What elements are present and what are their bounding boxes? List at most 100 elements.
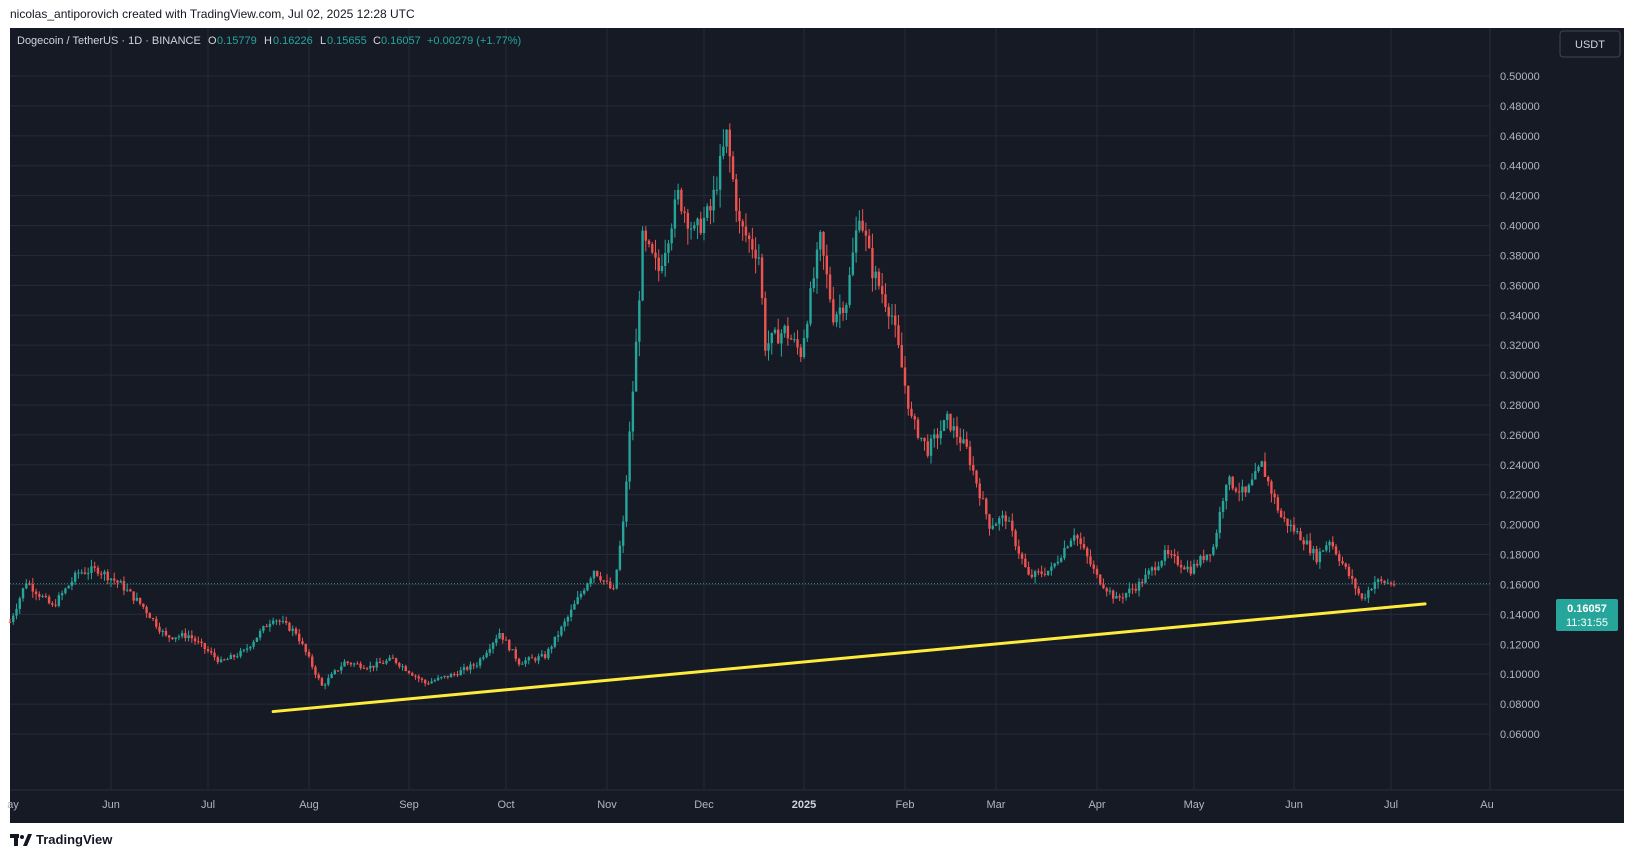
price-tick-label: 0.44000 (1500, 161, 1540, 173)
candle-body (203, 643, 206, 650)
candle-body (158, 626, 161, 632)
candle-body (621, 521, 625, 546)
candle-body (728, 129, 732, 157)
candle-body (278, 620, 281, 622)
candle-body (83, 572, 87, 574)
candle-body (109, 578, 113, 581)
candle-body (116, 580, 119, 583)
last-price-badge (1556, 599, 1618, 631)
candle-body (809, 288, 812, 324)
candle-body (281, 621, 285, 623)
candle-body (57, 595, 61, 606)
candle-body (981, 498, 985, 500)
candle-body (148, 613, 151, 619)
candle-body (1363, 597, 1367, 599)
candle-body (1024, 558, 1027, 567)
candle-body (1312, 548, 1315, 554)
candle-body (1263, 461, 1267, 477)
candle-body (770, 332, 773, 344)
candle-body (651, 244, 654, 253)
candle-body (670, 228, 673, 244)
candle-body (638, 300, 641, 342)
candle-body (825, 255, 829, 275)
legend-close: 0.16057 (381, 35, 421, 47)
candle-body (1257, 466, 1260, 472)
candle-body (923, 437, 926, 442)
candle-body (1017, 546, 1021, 554)
candle-body (414, 675, 417, 677)
legend-symbol[interactable]: Dogecoin / TetherUS · 1D · BINANCE (17, 35, 201, 47)
candle-body (514, 649, 517, 659)
candle-body (180, 633, 184, 637)
candle-body (93, 566, 96, 568)
time-tick-label: Feb (896, 799, 915, 811)
candle-body (1247, 485, 1251, 493)
candle-body (955, 426, 959, 437)
candle-body (86, 573, 90, 575)
candle-body (213, 652, 216, 658)
candle-body (262, 626, 265, 632)
candle-body (333, 670, 337, 675)
candle-body (252, 641, 255, 647)
candle-body (563, 621, 566, 627)
candle-body (845, 304, 848, 314)
candle-body (352, 663, 356, 665)
currency-button-frame[interactable] (1559, 30, 1621, 58)
candle-body (145, 606, 148, 614)
candle-body (877, 271, 881, 287)
time-tick-label: Jul (201, 799, 215, 811)
candle-body (819, 232, 822, 250)
currency-button[interactable]: USDT (1559, 30, 1621, 58)
candle-body (1273, 493, 1276, 498)
candle-body (1179, 564, 1183, 568)
candle-body (1296, 531, 1299, 533)
tradingview-logo[interactable]: TradingView (10, 832, 112, 847)
currency-button-label[interactable]: USDT (1575, 39, 1605, 51)
candle-body (566, 616, 570, 622)
candle-body (1357, 588, 1360, 594)
time-tick-label: 2025 (792, 799, 816, 811)
candle-body (835, 314, 838, 323)
candle-body (249, 646, 252, 649)
candle-body (54, 604, 57, 606)
candle-body (894, 315, 897, 326)
candle-body (369, 665, 372, 669)
candle-body (667, 243, 670, 253)
candle-body (1170, 554, 1173, 556)
chart-frame[interactable] (10, 28, 1624, 823)
candle-body (1260, 461, 1263, 467)
candle-body (288, 622, 291, 631)
candle-body (232, 655, 236, 657)
candle-body (602, 580, 605, 582)
candle-body (433, 680, 437, 682)
candle-body (702, 217, 706, 234)
price-tick-label: 0.42000 (1500, 191, 1540, 203)
candle-body (168, 635, 171, 638)
candle-body (851, 252, 855, 275)
candle-body (1225, 484, 1228, 502)
candle-body (1383, 580, 1386, 584)
candle-body (1231, 476, 1234, 489)
price-tick-label: 0.20000 (1500, 520, 1540, 532)
candle-body (741, 221, 744, 227)
time-tick-label: ay (7, 799, 19, 811)
candle-body (320, 678, 324, 686)
candle-body (696, 218, 699, 226)
candle-body (693, 225, 696, 229)
time-tick-label: Dec (694, 799, 714, 811)
candle-body (161, 630, 164, 632)
candle-body (469, 664, 472, 670)
candle-body (1144, 574, 1147, 583)
candle-body (1183, 567, 1186, 570)
candle-body (12, 615, 15, 622)
candle-body (920, 437, 923, 439)
candle-body (874, 271, 877, 279)
candle-body (284, 621, 288, 623)
candle-body (631, 391, 635, 432)
candle-body (1141, 581, 1144, 583)
candle-body (138, 597, 142, 604)
candle-body (1328, 541, 1331, 546)
candle-body (1050, 566, 1053, 571)
candle-body (897, 325, 900, 346)
